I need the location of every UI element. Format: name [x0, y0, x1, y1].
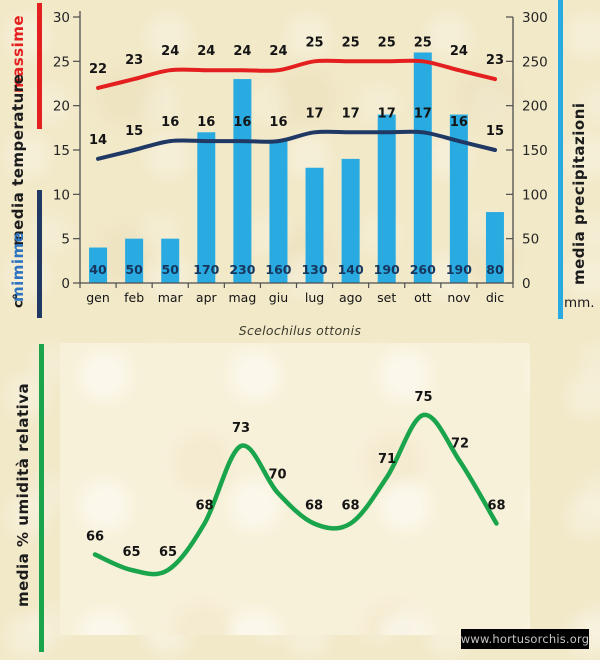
- svg-text:130: 130: [301, 262, 327, 277]
- minime-accent-bar: [37, 190, 42, 318]
- svg-text:25: 25: [53, 54, 70, 70]
- svg-text:24: 24: [233, 44, 251, 59]
- svg-text:25: 25: [305, 35, 323, 50]
- svg-text:24: 24: [269, 44, 287, 59]
- svg-text:65: 65: [122, 545, 140, 560]
- svg-text:160: 160: [265, 262, 291, 277]
- svg-text:10: 10: [53, 187, 70, 203]
- svg-text:15: 15: [125, 124, 143, 139]
- svg-text:50: 50: [162, 262, 180, 277]
- svg-text:300: 300: [522, 10, 548, 26]
- svg-text:68: 68: [487, 499, 505, 514]
- svg-text:40: 40: [89, 262, 107, 277]
- watermark: www.hortusorchis.org: [461, 629, 589, 649]
- svg-text:100: 100: [522, 187, 548, 203]
- svg-text:190: 190: [446, 262, 472, 277]
- svg-text:gen: gen: [86, 290, 110, 305]
- svg-text:66: 66: [86, 530, 104, 545]
- svg-text:190: 190: [374, 262, 400, 277]
- svg-text:14: 14: [89, 133, 107, 148]
- svg-text:80: 80: [486, 262, 504, 277]
- svg-text:73: 73: [232, 421, 250, 436]
- svg-text:17: 17: [305, 106, 323, 121]
- svg-text:71: 71: [378, 452, 396, 467]
- svg-text:23: 23: [125, 53, 143, 68]
- svg-text:0: 0: [61, 276, 70, 292]
- mm-unit-label: mm.: [564, 295, 595, 311]
- svg-text:17: 17: [378, 106, 396, 121]
- svg-text:68: 68: [305, 499, 323, 514]
- svg-text:mar: mar: [158, 290, 184, 305]
- svg-text:50: 50: [125, 262, 143, 277]
- svg-text:50: 50: [522, 232, 539, 248]
- svg-text:23: 23: [486, 53, 504, 68]
- svg-text:170: 170: [193, 262, 219, 277]
- svg-text:250: 250: [522, 54, 548, 70]
- svg-text:17: 17: [342, 106, 360, 121]
- svg-text:15: 15: [486, 124, 504, 139]
- svg-text:16: 16: [161, 115, 179, 130]
- svg-text:230: 230: [229, 262, 255, 277]
- humidity-accent-bar: [39, 344, 44, 652]
- svg-text:68: 68: [195, 499, 213, 514]
- svg-text:24: 24: [450, 44, 468, 59]
- svg-text:nov: nov: [447, 290, 471, 305]
- svg-text:70: 70: [268, 468, 286, 483]
- svg-text:24: 24: [161, 44, 179, 59]
- svg-text:24: 24: [197, 44, 215, 59]
- svg-text:feb: feb: [124, 290, 144, 305]
- svg-text:25: 25: [414, 35, 432, 50]
- svg-text:200: 200: [522, 99, 548, 115]
- precipitation-accent-bar: [558, 0, 563, 319]
- svg-text:140: 140: [338, 262, 364, 277]
- svg-text:ago: ago: [339, 290, 362, 305]
- svg-text:dic: dic: [486, 290, 504, 305]
- svg-text:0: 0: [522, 276, 531, 292]
- svg-text:22: 22: [89, 62, 107, 77]
- svg-text:giu: giu: [269, 290, 288, 305]
- svg-text:25: 25: [342, 35, 360, 50]
- svg-text:65: 65: [159, 545, 177, 560]
- svg-text:17: 17: [414, 106, 432, 121]
- svg-text:15: 15: [53, 143, 70, 159]
- svg-text:lug: lug: [305, 290, 324, 305]
- svg-text:16: 16: [450, 115, 468, 130]
- svg-text:16: 16: [269, 115, 287, 130]
- svg-text:apr: apr: [196, 290, 218, 305]
- svg-text:30: 30: [53, 10, 70, 26]
- svg-text:mag: mag: [228, 290, 256, 305]
- chart-title: Scelochilus ottonis: [238, 323, 362, 338]
- svg-text:ott: ott: [414, 290, 432, 305]
- svg-text:260: 260: [410, 262, 436, 277]
- svg-text:75: 75: [414, 390, 432, 405]
- svg-text:20: 20: [53, 99, 70, 115]
- svg-text:16: 16: [197, 115, 215, 130]
- massime-accent-bar: [37, 3, 42, 129]
- svg-text:150: 150: [522, 143, 548, 159]
- svg-text:set: set: [377, 290, 396, 305]
- svg-text:72: 72: [451, 437, 469, 452]
- humidity-chart-panel: [60, 343, 530, 635]
- svg-text:68: 68: [341, 499, 359, 514]
- svg-text:16: 16: [233, 115, 251, 130]
- svg-text:5: 5: [61, 232, 70, 248]
- humidity-chart: 66 65 65 68 73 70 68 68 71 75 72 68: [86, 390, 506, 577]
- svg-text:25: 25: [378, 35, 396, 50]
